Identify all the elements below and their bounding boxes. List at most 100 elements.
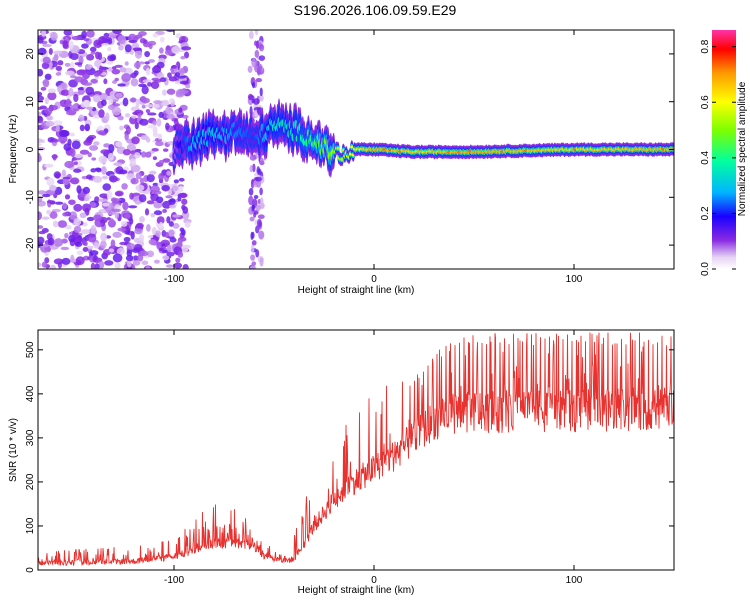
noise-blob <box>87 234 97 243</box>
noise-blob <box>64 70 75 76</box>
noise-blob <box>147 82 153 87</box>
noise-blob <box>73 161 78 165</box>
noise-blob <box>116 247 125 256</box>
snr-y-axis-label: SNR (10 * v/v) <box>8 418 19 482</box>
noise-blob <box>89 46 97 53</box>
noise-blob <box>111 68 121 75</box>
noise-blob <box>64 232 69 239</box>
noise-blob <box>60 246 70 251</box>
noise-blob <box>139 233 145 242</box>
noise-blob <box>126 249 133 257</box>
noise-blob <box>68 87 74 97</box>
noise-blob <box>250 231 254 241</box>
noise-blob <box>257 214 265 220</box>
noise-blob <box>108 143 115 153</box>
noise-blob <box>152 33 159 38</box>
noise-blob <box>135 99 140 108</box>
noise-blob <box>42 43 52 48</box>
spectrogram-x-ticks: -100 0 100 <box>164 30 583 285</box>
noise-blob <box>111 208 121 213</box>
noise-blob <box>147 124 157 129</box>
noise-blob <box>93 214 102 222</box>
noise-blob <box>260 197 264 206</box>
noise-blob <box>90 168 97 173</box>
noise-blob <box>90 51 96 55</box>
noise-blob <box>141 260 149 266</box>
noise-blob <box>145 104 154 108</box>
noise-blob <box>121 73 131 83</box>
noise-blob <box>141 85 149 95</box>
noise-blob <box>177 251 184 258</box>
noise-blob <box>146 174 155 183</box>
noise-blob <box>61 257 71 265</box>
noise-blob <box>166 170 172 176</box>
noise-blob <box>112 253 123 263</box>
x-tick-label: 100 <box>566 274 583 285</box>
noise-blob <box>38 47 47 56</box>
noise-blob <box>55 72 62 76</box>
noise-blob <box>151 147 159 152</box>
noise-blob <box>134 200 141 205</box>
noise-blob <box>44 107 53 115</box>
noise-blob <box>73 93 79 103</box>
noise-blob <box>250 244 255 253</box>
noise-blob <box>81 43 89 49</box>
noise-blob <box>90 262 96 269</box>
y-tick-label: 300 <box>25 429 36 446</box>
noise-blob <box>252 98 260 105</box>
noise-blob <box>165 122 170 131</box>
noise-blob <box>73 203 83 212</box>
noise-blob <box>253 211 257 218</box>
y-tick-label: 400 <box>25 385 36 402</box>
noise-blob <box>76 250 84 256</box>
noise-blob <box>108 248 115 253</box>
noise-blob <box>126 242 135 249</box>
noise-blob <box>82 203 91 213</box>
noise-blob <box>61 169 67 177</box>
noise-blob <box>93 39 103 48</box>
noise-blob <box>157 133 163 140</box>
noise-blob <box>130 177 139 185</box>
noise-blob <box>53 238 64 247</box>
noise-blob <box>247 65 253 73</box>
noise-blob <box>73 168 82 173</box>
noise-blob <box>38 111 42 117</box>
noise-blob <box>68 40 74 50</box>
noise-blob <box>162 158 171 163</box>
noise-blob <box>253 194 259 200</box>
noise-blob <box>38 36 44 44</box>
noise-blob <box>105 37 113 42</box>
noise-blob <box>125 254 134 262</box>
noise-blob <box>251 57 257 68</box>
noise-blob <box>129 158 137 166</box>
snr-series-line <box>38 332 674 567</box>
noise-blob <box>150 81 160 90</box>
noise-blob <box>132 47 142 51</box>
noise-blob <box>144 61 150 65</box>
noise-blob <box>117 115 124 121</box>
noise-blob <box>98 109 105 118</box>
noise-blob <box>167 72 172 78</box>
y-tick-label: 100 <box>25 517 36 534</box>
noise-blob <box>114 262 121 269</box>
snr-panel: -100 0 100 0 100 200 300 400 500 Height of stra… <box>8 329 675 596</box>
noise-blob <box>255 176 262 182</box>
noise-blob <box>92 175 103 183</box>
noise-blob <box>254 30 259 36</box>
snr-frame <box>37 329 675 571</box>
noise-blob <box>178 192 188 199</box>
noise-blob <box>156 216 165 225</box>
noise-blob <box>110 239 116 249</box>
noise-blob <box>83 99 91 107</box>
noise-blob <box>171 65 178 69</box>
noise-blob <box>38 95 45 102</box>
noise-blob <box>129 217 134 225</box>
y-tick-label: 500 <box>25 341 36 358</box>
noise-blob <box>152 100 163 104</box>
noise-blob <box>122 149 131 156</box>
noise-blob <box>79 212 87 219</box>
noise-blob <box>62 202 68 210</box>
noise-blob <box>74 241 83 247</box>
